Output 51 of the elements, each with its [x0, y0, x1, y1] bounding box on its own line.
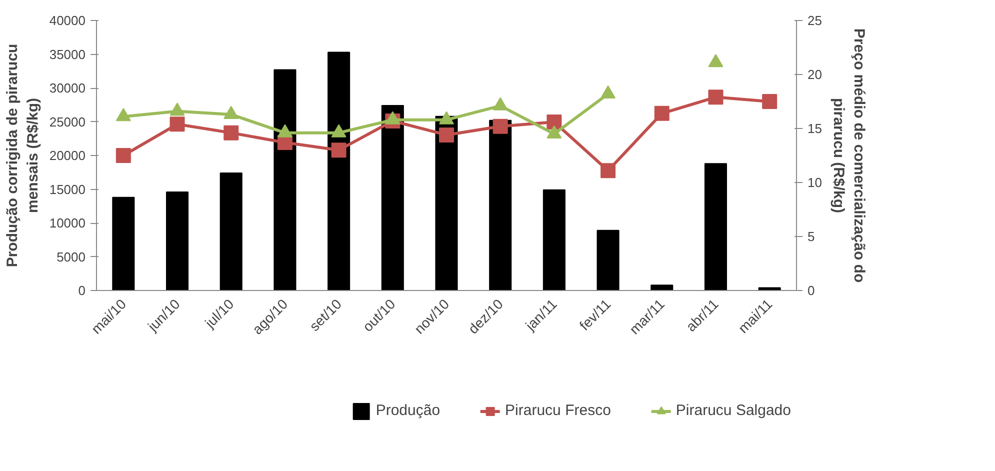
y-axis-title: Produção corrigida de pirarucu mensais (R$/kg) — [4, 44, 42, 268]
y-tick-label: 0 — [78, 283, 86, 298]
point — [492, 97, 508, 110]
y2-tick-label: 10 — [808, 175, 822, 190]
point — [654, 106, 670, 121]
bar — [435, 116, 458, 290]
y2-tick-label: 15 — [808, 121, 822, 136]
point — [546, 114, 562, 130]
point — [439, 111, 454, 124]
point — [331, 142, 346, 158]
point — [600, 85, 616, 98]
y2-tick-label: 25 — [808, 13, 822, 28]
y-tick-label: 20000 — [49, 148, 86, 163]
bar — [704, 163, 727, 290]
point — [116, 148, 131, 163]
point — [708, 90, 724, 105]
y-tick-label: 30000 — [49, 80, 86, 96]
bar — [381, 105, 404, 290]
bar — [112, 196, 135, 290]
point — [224, 125, 239, 140]
bar — [489, 120, 512, 290]
y-tick-label: 5000 — [56, 249, 86, 264]
point — [439, 127, 454, 142]
point — [385, 111, 400, 124]
bar — [328, 52, 350, 290]
point — [170, 116, 185, 132]
y2-tick-label: 5 — [808, 229, 815, 244]
bar — [650, 284, 674, 290]
legend-label: Pirarucu Salgado — [676, 402, 791, 419]
point — [170, 102, 185, 116]
legend-label: Pirarucu Fresco — [505, 402, 611, 419]
point — [600, 163, 616, 178]
bar — [542, 189, 566, 290]
bar — [596, 230, 620, 290]
point — [708, 54, 724, 68]
y-tick-label: 25000 — [49, 114, 86, 130]
y-tick-label: 40000 — [49, 13, 86, 28]
y-tick-label: 15000 — [49, 182, 86, 197]
y2-tick-label: 0 — [808, 283, 815, 298]
bar — [220, 172, 242, 290]
legend-label: Produção — [376, 402, 440, 419]
y-tick-label: 10000 — [49, 216, 86, 230]
bar — [166, 191, 189, 290]
y-tick-label: 35000 — [49, 46, 86, 62]
y2-axis-title: Preço médio de comercialização do pirarucu (R$/kg) — [830, 28, 868, 283]
point — [492, 118, 508, 134]
point — [762, 94, 778, 109]
point — [116, 108, 131, 122]
point — [224, 106, 239, 119]
bar — [274, 69, 296, 290]
y2-tick-label: 20 — [808, 67, 822, 82]
